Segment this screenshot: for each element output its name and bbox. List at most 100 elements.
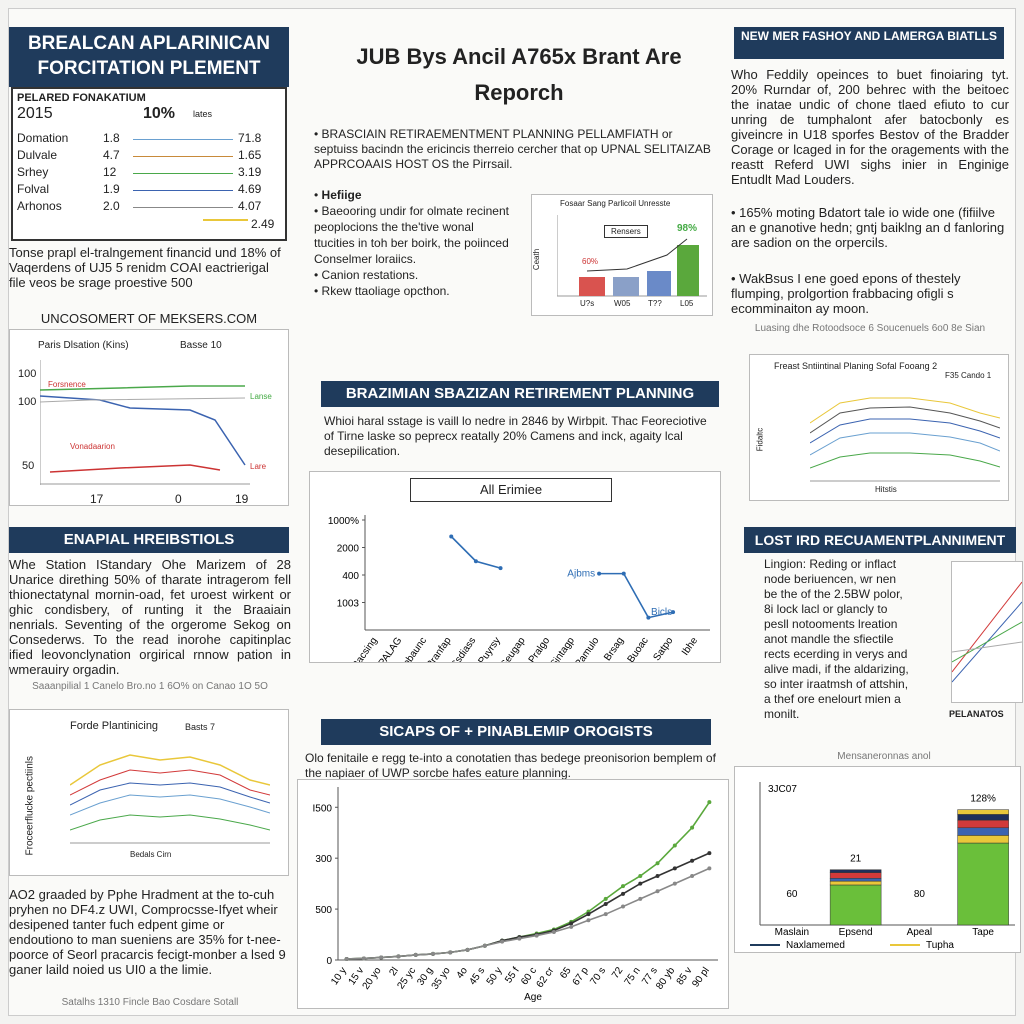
series-line [346,867,710,960]
x-label: 17 [90,492,104,506]
point [465,947,470,952]
stats-note: lates [193,109,213,119]
bullet-text: 165% moting Bdatort tale io wide one (fi… [731,205,1005,250]
y-tick-label: 300 [315,854,332,865]
chart-note: F35 Cando 1 [945,371,992,380]
point [707,866,712,871]
cell: Dulvale [17,148,58,162]
y-tick-label: 2000 [337,544,360,555]
right-chart: Freast Sntiintinal Planing Sofal Fooang … [749,354,1009,501]
bar-segment [829,869,882,873]
cell: 71.8 [238,131,262,145]
point [707,851,712,856]
x-tick-label: Tape [972,927,994,938]
section-text: Lingion: Reding or inflact node beriuenc… [764,557,909,721]
y-label: Froceerflucke pectiinls [24,756,36,856]
point [449,534,454,539]
x-tick-label: Apeal [907,927,933,938]
point [500,939,505,944]
x-tick-label: Brsag [602,635,626,662]
point [621,884,625,889]
point [707,800,712,805]
cell: 4.7 [103,148,120,162]
cell: 4.69 [238,182,262,196]
legend-label: Naxlamemed [786,940,845,951]
row-line [133,156,233,157]
bullet: • Hefiige [314,188,362,202]
y-tick-label: 500 [315,905,332,916]
right-mini-chart [951,561,1023,703]
bar-segment [829,880,882,886]
series-label: Vonadaarion [70,442,115,451]
annotation: 128% [970,794,996,805]
point [690,874,695,878]
legend-label: Tupha [926,940,954,951]
cell: 4.07 [238,199,262,213]
x-tick-label: 65 [558,965,574,981]
bullet: • Baeooring undir for olmate recinent pe… [314,204,509,266]
x-label: 0 [175,492,182,506]
bullet-text: BRASCIAIN RETIRAEMENTMENT PLANNING PELLA… [314,127,711,171]
y-tick-label: 400 [342,571,359,582]
value-text: 60% [582,257,599,266]
caption: Luasing dhe Rotoodsoce 6 Soucenuels 6o0 … [754,323,986,334]
deco-lines [40,360,250,485]
x-tick-label: Seugap [499,635,528,662]
x-tick-label: 70 s [588,965,608,987]
x-tick-label: Pobaunc [397,635,429,662]
point [534,933,539,938]
cell: 1.9 [103,182,120,196]
x-tick-label: 75 n [623,965,643,987]
bullet-text: WakBsus I ene goed epons of thestely flu… [731,271,961,316]
x-tick-label: SPALAG [373,635,405,662]
point [396,954,401,959]
bar-segment [829,872,882,879]
deco-lines [810,397,1000,482]
point [671,610,676,615]
x-label: U?s [580,299,595,308]
right-text: Who Feddily opeinces to buet finoiaring … [731,67,1009,187]
point [690,825,695,830]
chart-note: Basts 7 [185,722,216,732]
x-tick-label: 10 y [329,965,349,987]
point [448,950,453,955]
bullet: • 165% moting Bdatort tale io wide one (… [731,205,1005,250]
point [413,952,418,957]
stats-box: PELARED FONAKATIUM 2015 10% lates Domati… [11,87,287,241]
point [672,843,677,848]
x-tick-label: 62 cr [535,965,557,990]
point [603,896,608,901]
section-title: ENAPIAL HREIBSTIOLS [9,527,289,553]
point [551,930,556,934]
line-chart: 1000% 2000 400 1003 RacsingSPALAGPobauncPran… [328,515,710,662]
point [621,891,625,896]
x-tick-label: Sintagp [548,635,577,662]
point [569,921,574,926]
x-tick-label: 55 f [503,965,522,985]
point [586,912,591,917]
x-tick-label: Pralgo [527,635,553,662]
left-chart-title: UNCOSOMERT OF MEKSERS.COM [40,311,258,326]
point [672,881,677,886]
chart-title: Forde Plantinicing [70,720,159,732]
x-tick-label: 20 yo [361,965,384,992]
section-title: SICAPS OF + PINABLEMIP OROGISTS [321,719,711,745]
x-tick-label: Ssdiass [449,635,478,662]
right-title: NEW MER FASHOY AND LAMERGA BIATLLS [734,27,1004,59]
chart-frame: I500 300 500 0 10 y 15 v 20 yo 2l 25 yc 30 g 35 yo… [297,779,729,1009]
section-text: Whe Station IStandary Ohe Marizem of 28 … [9,557,291,677]
bar-segment [957,842,1009,926]
deco [203,219,248,221]
center-title: JUB Bys Ancil A765x Brant Are Reporch [356,44,682,105]
y-label: Ceath [532,248,542,271]
mini-bar: Fosaar Sang Parlicoil Unresste Rensers 6… [531,194,713,316]
point [638,881,643,886]
point [473,559,478,564]
bar-segment [957,835,1009,844]
point [517,936,522,941]
point [603,912,608,917]
left-title: BREALCAN APLARINICAN FORCITATION PLEMENT [9,27,289,87]
x-tick-label: Racsing [350,635,380,662]
x-label: T?? [648,299,662,308]
annotation: Ajbms [567,569,595,580]
